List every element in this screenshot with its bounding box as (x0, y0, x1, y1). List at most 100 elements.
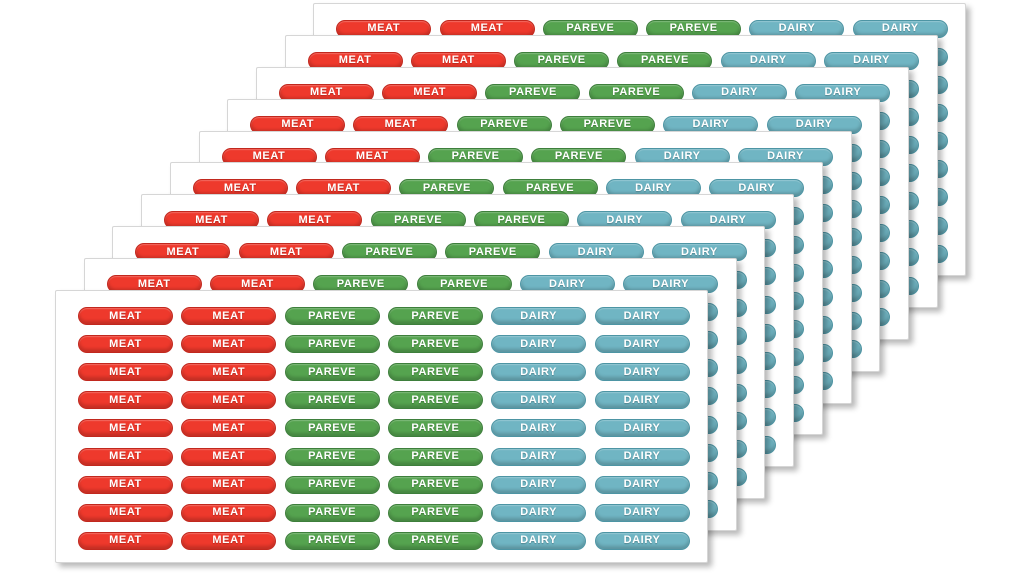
sticker-label-meat: MEAT (78, 363, 173, 382)
sticker-label-text: PAREVE (411, 309, 460, 322)
sticker-label-text: PAREVE (640, 54, 689, 67)
sticker-label-text: DAIRY (520, 478, 558, 491)
sticker-label-meat: MEAT (78, 447, 173, 466)
sticker-label-text: PAREVE (308, 393, 357, 406)
sticker-label-meat: MEAT (181, 531, 277, 550)
sticker-label-meat: MEAT (181, 307, 277, 325)
sticker-label-text: MEAT (241, 277, 274, 290)
sticker-label-text: MEAT (367, 22, 401, 35)
sticker-label-text: PAREVE (566, 22, 615, 35)
sticker-label-text: PAREVE (411, 506, 460, 519)
sticker-label-text: DAIRY (520, 337, 558, 350)
sticker-label-text: PAREVE (411, 450, 460, 462)
sticker-label-text: PAREVE (451, 150, 500, 162)
sticker-label-meat: MEAT (78, 531, 173, 550)
sticker-label-text: DAIRY (738, 181, 776, 194)
sticker-label-meat: MEAT (181, 391, 277, 410)
sticker-label-text: DAIRY (520, 534, 558, 547)
sticker-label-pareve: PAREVE (387, 391, 483, 410)
sticker-label-text: DAIRY (881, 22, 919, 35)
sticker-label-text: DAIRY (623, 534, 661, 547)
sticker-label-dairy: DAIRY (594, 335, 690, 354)
sticker-label-text: MEAT (109, 309, 142, 322)
sticker-label-dairy: DAIRY (491, 531, 587, 550)
sticker-label-text: MEAT (109, 337, 142, 350)
sticker-label-dairy: DAIRY (491, 503, 587, 522)
sticker-label-dairy: DAIRY (594, 307, 690, 325)
sticker-label-text: MEAT (269, 245, 303, 258)
sticker-label-text: MEAT (252, 150, 286, 162)
sticker-label-dairy: DAIRY (594, 475, 690, 494)
sticker-label-text: MEAT (109, 506, 142, 519)
sticker-label-dairy: DAIRY (594, 419, 690, 438)
sticker-label-text: DAIRY (577, 245, 615, 258)
sticker-label-text: DAIRY (778, 22, 816, 35)
sticker-label-text: MEAT (298, 213, 332, 226)
sticker-label-pareve: PAREVE (387, 503, 483, 522)
label-sheet-front: MEAT MEAT PAREVE PAREVE DAIRY DAIRY MEAT MEAT PA… (55, 290, 708, 563)
sticker-label-text: MEAT (442, 54, 475, 67)
sticker-label-text: DAIRY (795, 118, 833, 131)
sticker-label-text: PAREVE (308, 421, 357, 434)
sticker-label-text: MEAT (212, 421, 246, 434)
sticker-label-pareve: PAREVE (284, 363, 380, 382)
sticker-label-dairy: DAIRY (594, 503, 690, 522)
sticker-label-text: DAIRY (824, 86, 862, 99)
sticker-label-text: PAREVE (537, 54, 586, 67)
sticker-label-pareve: PAREVE (284, 503, 380, 522)
sticker-label-meat: MEAT (78, 419, 173, 438)
sticker-label-text: DAIRY (749, 54, 787, 67)
sticker-label-text: MEAT (338, 54, 372, 67)
sticker-label-dairy: DAIRY (491, 447, 587, 466)
sticker-label-dairy: DAIRY (491, 363, 587, 382)
sticker-label-text: PAREVE (411, 534, 460, 547)
sticker-label-text: MEAT (212, 393, 246, 406)
sticker-label-dairy: DAIRY (491, 335, 587, 354)
sticker-label-text: PAREVE (583, 118, 632, 131)
sticker-label-text: PAREVE (308, 450, 357, 462)
sticker-label-text: DAIRY (721, 86, 758, 99)
sticker-label-text: PAREVE (554, 150, 603, 162)
sticker-label-text: MEAT (212, 365, 246, 378)
sticker-label-text: MEAT (195, 213, 228, 226)
sticker-label-pareve: PAREVE (284, 335, 380, 354)
sticker-label-text: DAIRY (623, 506, 661, 519)
sticker-label-text: DAIRY (623, 478, 661, 491)
sticker-label-text: PAREVE (508, 86, 557, 99)
sticker-label-text: MEAT (212, 309, 246, 322)
sticker-label-dairy: DAIRY (594, 363, 690, 382)
sticker-label-text: PAREVE (480, 118, 529, 131)
sticker-label-text: DAIRY (853, 54, 890, 67)
sticker-label-text: MEAT (384, 118, 418, 131)
sticker-label-dairy: DAIRY (491, 307, 587, 325)
sticker-label-pareve: PAREVE (284, 307, 380, 325)
sticker-label-text: MEAT (212, 337, 246, 350)
sticker-label-text: PAREVE (669, 22, 718, 35)
sticker-label-dairy: DAIRY (491, 475, 587, 494)
sticker-label-text: PAREVE (468, 245, 517, 258)
sticker-label-text: MEAT (109, 450, 142, 462)
sticker-label-text: MEAT (470, 22, 504, 35)
sticker-label-text: PAREVE (422, 181, 471, 194)
sticker-label-text: MEAT (212, 534, 246, 547)
sticker-label-text: PAREVE (308, 309, 357, 322)
sticker-label-text: MEAT (355, 150, 389, 162)
sticker-label-text: MEAT (109, 478, 142, 491)
sticker-label-text: PAREVE (308, 365, 357, 378)
sticker-label-text: MEAT (223, 181, 257, 194)
sticker-label-text: MEAT (310, 86, 343, 99)
sticker-label-text: DAIRY (520, 365, 558, 378)
sticker-label-text: DAIRY (709, 213, 747, 226)
sticker-label-text: DAIRY (652, 277, 690, 290)
sticker-label-pareve: PAREVE (387, 335, 483, 354)
sticker-label-meat: MEAT (181, 335, 277, 354)
sticker-label-dairy: DAIRY (491, 419, 587, 438)
sticker-label-text: PAREVE (440, 277, 489, 290)
sticker-label-text: DAIRY (606, 213, 644, 226)
sticker-label-pareve: PAREVE (284, 391, 380, 410)
sticker-label-text: DAIRY (692, 118, 730, 131)
sticker-label-text: PAREVE (308, 478, 357, 491)
sticker-label-text: MEAT (413, 86, 447, 99)
sticker-label-text: PAREVE (308, 534, 357, 547)
